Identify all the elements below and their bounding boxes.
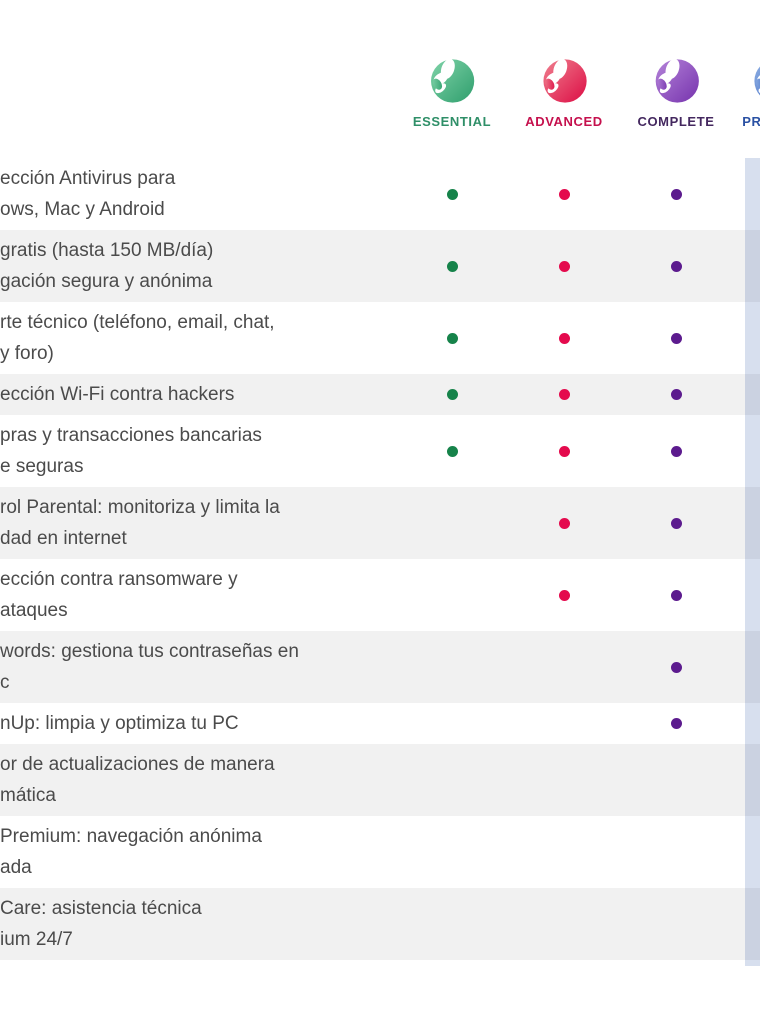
- table-row: or de actualizaciones de manera mática: [0, 744, 760, 816]
- feature-text: pras y transacciones bancarias e seguras: [0, 425, 262, 477]
- included-dot-advanced: [559, 445, 570, 457]
- included-dot-essential: [447, 389, 458, 400]
- table-row: nUp: limpia y optimiza tu PC: [0, 703, 760, 744]
- included-dot-complete: [671, 389, 682, 400]
- feature-table: ección Antivirus para ows, Mac y Android g…: [0, 158, 760, 960]
- included-dot-complete: [671, 718, 682, 729]
- plan-column-premium: PREMIUM: [742, 57, 760, 129]
- table-row: words: gestiona tus contraseñas en c: [0, 631, 760, 703]
- included-dot-complete: [671, 517, 682, 529]
- plan-column-essential: ESSENTIAL: [413, 57, 491, 129]
- feature-text: or de actualizaciones de manera mática: [0, 754, 275, 806]
- feature-text: Care: asistencia técnica ium 24/7: [0, 898, 202, 950]
- table-row: ección contra ransomware y ataques: [0, 559, 760, 631]
- included-dot-advanced: [559, 260, 570, 272]
- panda-logo-essential-icon: [431, 58, 475, 103]
- included-dot-advanced: [559, 589, 570, 601]
- feature-text: ección Antivirus para ows, Mac y Android: [0, 168, 176, 220]
- table-row: ección Antivirus para ows, Mac y Android: [0, 158, 760, 230]
- plan-column-complete: COMPLETE: [637, 57, 714, 129]
- table-row: gratis (hasta 150 MB/día) gación segura y…: [0, 230, 760, 302]
- feature-text: nUp: limpia y optimiza tu PC: [0, 713, 239, 734]
- feature-text: rte técnico (teléfono, email, chat, y for…: [0, 312, 275, 364]
- table-row: Care: asistencia técnica ium 24/7: [0, 888, 760, 960]
- table-row: rte técnico (teléfono, email, chat, y for…: [0, 302, 760, 374]
- table-row: Premium: navegación anónima ada: [0, 816, 760, 888]
- plan-name: ADVANCED: [525, 114, 603, 129]
- table-row: ección Wi-Fi contra hackers: [0, 374, 760, 415]
- feature-text: rol Parental: monitoriza y limita la dad …: [0, 497, 280, 549]
- feature-text: Premium: navegación anónima ada: [0, 826, 262, 878]
- included-dot-advanced: [559, 188, 570, 200]
- table-row: pras y transacciones bancarias e seguras: [0, 415, 760, 487]
- included-dot-complete: [671, 188, 682, 200]
- included-dot-complete: [671, 260, 682, 272]
- included-dot-essential: [447, 445, 458, 457]
- included-dot-complete: [671, 589, 682, 601]
- plan-name: PREMIUM: [742, 114, 760, 129]
- feature-text: ección contra ransomware y ataques: [0, 569, 238, 621]
- panda-logo-premium-icon: [754, 66, 760, 96]
- included-dot-essential: [447, 260, 458, 272]
- plans-header: ESSENTIAL ADVANCED: [0, 0, 760, 158]
- feature-text: words: gestiona tus contraseñas en c: [0, 641, 299, 693]
- feature-text: gratis (hasta 150 MB/día) gación segura y…: [0, 240, 214, 292]
- table-row: rol Parental: monitoriza y limita la dad …: [0, 487, 760, 559]
- panda-logo-advanced-icon: [543, 58, 587, 103]
- included-dot-complete: [671, 332, 682, 344]
- plan-name: ESSENTIAL: [412, 114, 492, 129]
- panda-logo-complete-icon: [655, 58, 699, 103]
- included-dot-complete: [671, 661, 682, 673]
- premium-column-strip: [745, 158, 760, 966]
- plan-name: COMPLETE: [637, 114, 715, 129]
- included-dot-advanced: [559, 332, 570, 344]
- included-dot-essential: [447, 332, 458, 344]
- included-dot-advanced: [559, 389, 570, 400]
- included-dot-advanced: [559, 517, 570, 529]
- included-dot-complete: [671, 445, 682, 457]
- plan-column-advanced: ADVANCED: [525, 57, 603, 129]
- feature-text: ección Wi-Fi contra hackers: [0, 384, 235, 405]
- included-dot-essential: [447, 188, 458, 200]
